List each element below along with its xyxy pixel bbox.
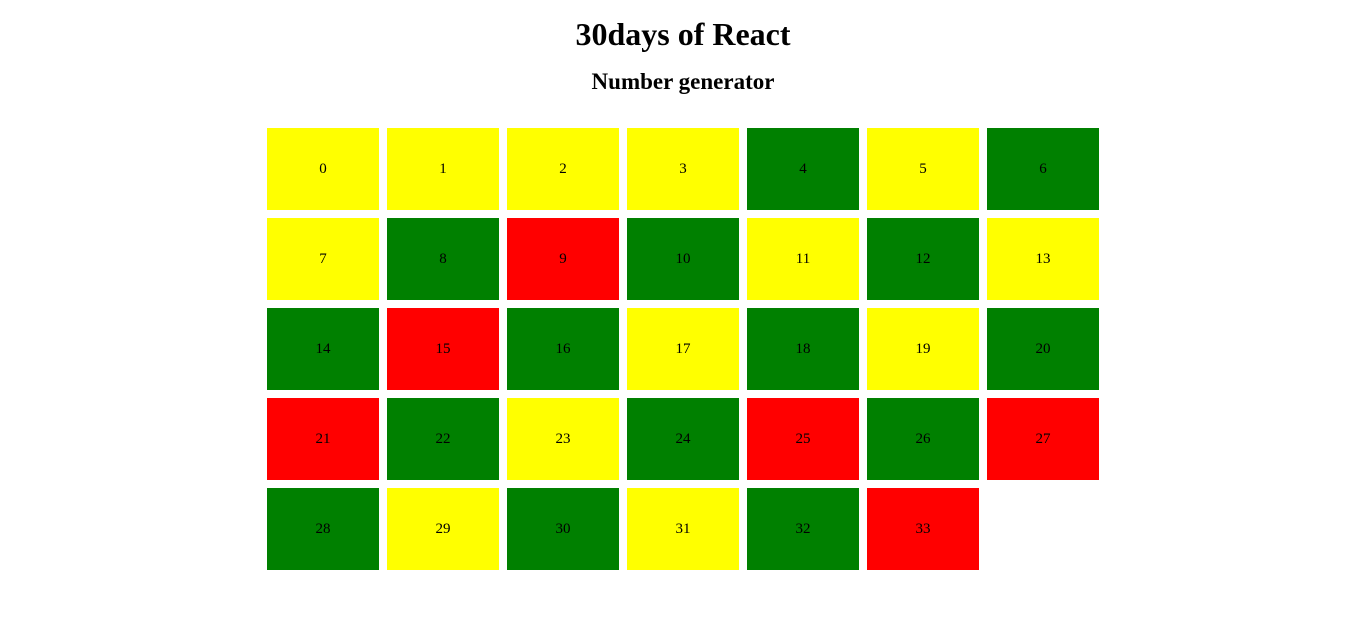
number-cell: 1 xyxy=(387,128,499,210)
number-cell: 30 xyxy=(507,488,619,570)
number-cell: 13 xyxy=(987,218,1099,300)
number-cell: 33 xyxy=(867,488,979,570)
number-cell: 3 xyxy=(627,128,739,210)
number-cell: 32 xyxy=(747,488,859,570)
number-cell: 26 xyxy=(867,398,979,480)
number-cell: 25 xyxy=(747,398,859,480)
page-title: 30days of React xyxy=(575,16,791,52)
page-subtitle: Number generator xyxy=(591,69,775,94)
number-cell: 14 xyxy=(267,308,379,390)
number-cell: 7 xyxy=(267,218,379,300)
number-cell: 22 xyxy=(387,398,499,480)
number-cell: 23 xyxy=(507,398,619,480)
number-cell: 12 xyxy=(867,218,979,300)
number-cell: 27 xyxy=(987,398,1099,480)
number-cell: 10 xyxy=(627,218,739,300)
number-cell: 8 xyxy=(387,218,499,300)
number-cell: 29 xyxy=(387,488,499,570)
number-grid: 0 1 2 3 4 5 6 7 8 9 10 11 12 13 14 15 16 17 18 19 20 21 22 23 24… xyxy=(267,128,1099,570)
number-cell: 19 xyxy=(867,308,979,390)
number-cell: 16 xyxy=(507,308,619,390)
number-cell: 20 xyxy=(987,308,1099,390)
number-cell: 21 xyxy=(267,398,379,480)
number-cell: 5 xyxy=(867,128,979,210)
number-cell: 31 xyxy=(627,488,739,570)
number-cell: 11 xyxy=(747,218,859,300)
number-cell: 24 xyxy=(627,398,739,480)
number-cell: 6 xyxy=(987,128,1099,210)
number-cell: 4 xyxy=(747,128,859,210)
number-cell: 2 xyxy=(507,128,619,210)
number-cell: 0 xyxy=(267,128,379,210)
number-cell: 15 xyxy=(387,308,499,390)
number-cell: 18 xyxy=(747,308,859,390)
number-cell: 17 xyxy=(627,308,739,390)
number-cell: 28 xyxy=(267,488,379,570)
number-cell: 9 xyxy=(507,218,619,300)
